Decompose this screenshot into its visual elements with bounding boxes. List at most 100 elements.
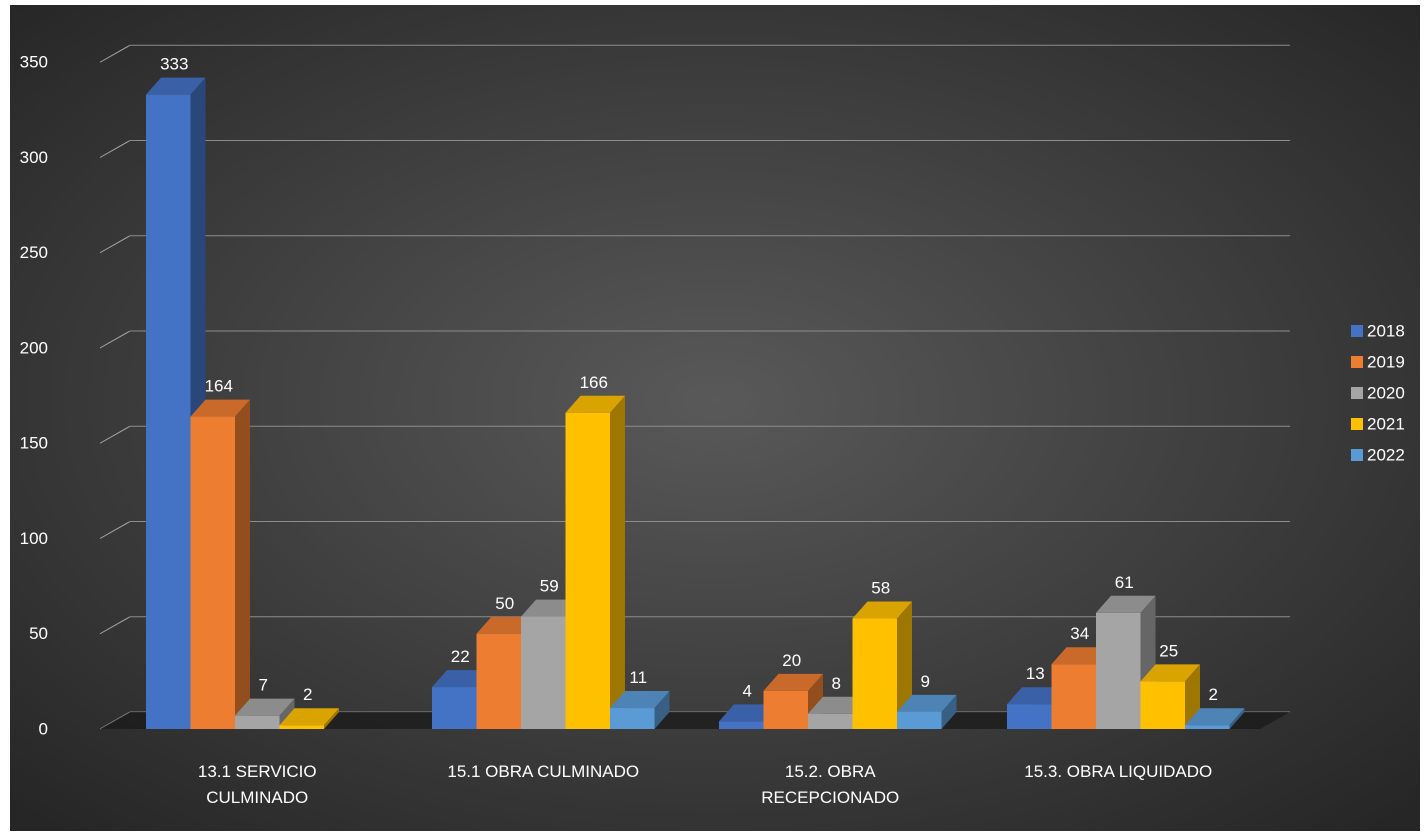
bar-side (1229, 708, 1245, 729)
y-tick-label: 0 (39, 719, 48, 738)
bar-top (565, 395, 625, 413)
bar-front (1096, 612, 1141, 729)
bar-front (610, 708, 655, 729)
data-label: 25 (1159, 641, 1178, 660)
data-label: 50 (495, 594, 514, 613)
data-label: 11 (629, 668, 647, 687)
y-tick-label: 200 (20, 338, 48, 357)
data-label: 166 (580, 373, 608, 392)
bar-top (763, 673, 823, 691)
bar (565, 395, 625, 729)
legend-label: 2020 (1367, 383, 1405, 402)
y-axis-tick-labels: 0 50 100 150 200 250 300 350 (20, 53, 48, 739)
data-label: 13 (1026, 664, 1045, 683)
bar-top (1140, 664, 1200, 682)
bar-front (808, 713, 853, 729)
bar-front (235, 715, 280, 729)
bar (610, 691, 670, 729)
data-label: 333 (160, 55, 188, 74)
bar (897, 694, 957, 729)
gridline-depth (99, 330, 131, 349)
bar-front (852, 618, 897, 729)
bars (146, 77, 1245, 729)
data-label: 9 (921, 672, 930, 691)
bar (1185, 708, 1245, 729)
y-tick-label: 300 (20, 148, 48, 167)
gridline-depth (99, 140, 131, 158)
data-label: 2 (303, 685, 312, 704)
bar-front (279, 725, 324, 729)
legend-item: 2020 (1351, 383, 1405, 402)
legend-item: 2021 (1351, 414, 1405, 433)
bar-top (1096, 595, 1156, 613)
bar-front (432, 687, 477, 729)
data-label: 7 (259, 676, 268, 695)
legend-swatch (1351, 418, 1363, 430)
legend-swatch (1351, 356, 1363, 368)
legend-swatch (1351, 387, 1363, 399)
legend-item: 2018 (1351, 321, 1405, 340)
x-tick-label: CULMINADO (206, 788, 308, 807)
data-label: 20 (782, 651, 801, 670)
bar-side (897, 601, 912, 729)
bar-front (521, 616, 566, 729)
bar-front (897, 711, 942, 729)
y-tick-label: 50 (29, 624, 48, 643)
data-label: 61 (1115, 573, 1134, 592)
legend-label: 2021 (1367, 414, 1405, 433)
y-tick-label: 350 (20, 53, 48, 72)
data-label: 22 (451, 647, 470, 666)
floor (100, 712, 1290, 729)
bar (235, 698, 295, 729)
bar-top (235, 698, 295, 716)
bar-top (1185, 708, 1245, 726)
bar (146, 77, 206, 729)
bar (1140, 664, 1200, 729)
bar (190, 399, 250, 729)
legend-swatch (1351, 325, 1363, 337)
bar-side (610, 395, 625, 729)
gridline-depth (99, 425, 131, 444)
bar-front (146, 94, 191, 729)
bar-front (476, 633, 521, 729)
x-axis-category-labels: 13.1 SERVICIO CULMINADO 15.1 OBRA CULMINAD… (198, 762, 1212, 807)
bar-front (190, 416, 235, 729)
legend-item: 2022 (1351, 445, 1405, 464)
bar-side (324, 708, 339, 729)
bar-side (941, 694, 957, 729)
bar-top (610, 691, 670, 709)
gridline-depth (99, 44, 131, 63)
bar-side (654, 691, 670, 729)
y-tick-label: 150 (20, 434, 48, 453)
gridline-depth (99, 235, 131, 254)
bar-front (1051, 664, 1096, 729)
data-label: 58 (871, 579, 890, 598)
legend: 2018 2019 2020 2021 2022 (1351, 321, 1405, 464)
data-label: 164 (205, 377, 233, 396)
bar-front (1185, 725, 1230, 729)
data-label: 4 (743, 681, 752, 700)
data-labels: 333 22 4 13 164 50 20 34 7 59 8 61 2 166 58 25 11 9 2 (160, 55, 1218, 705)
x-tick-label: 13.1 SERVICIO (198, 762, 317, 781)
bar-top (897, 694, 957, 712)
bar-side (235, 399, 250, 729)
x-tick-label: 15.1 OBRA CULMINADO (447, 762, 639, 781)
data-label: 8 (832, 674, 841, 693)
bar-front (763, 690, 808, 729)
bar (279, 708, 339, 729)
x-tick-label: 15.3. OBRA LIQUIDADO (1024, 762, 1212, 781)
gridline-depth (99, 521, 131, 539)
bar-top (852, 601, 912, 619)
data-label: 59 (540, 577, 559, 596)
bar-front (1007, 704, 1052, 729)
gridline-depth (99, 616, 131, 635)
legend-label: 2018 (1367, 321, 1405, 340)
legend-label: 2019 (1367, 352, 1405, 371)
y-tick-label: 100 (20, 529, 48, 548)
x-tick-label: 15.2. OBRA (785, 762, 876, 781)
bar-front (565, 412, 610, 729)
bar (852, 601, 912, 729)
data-label: 34 (1070, 624, 1089, 643)
bar-top (190, 399, 250, 417)
